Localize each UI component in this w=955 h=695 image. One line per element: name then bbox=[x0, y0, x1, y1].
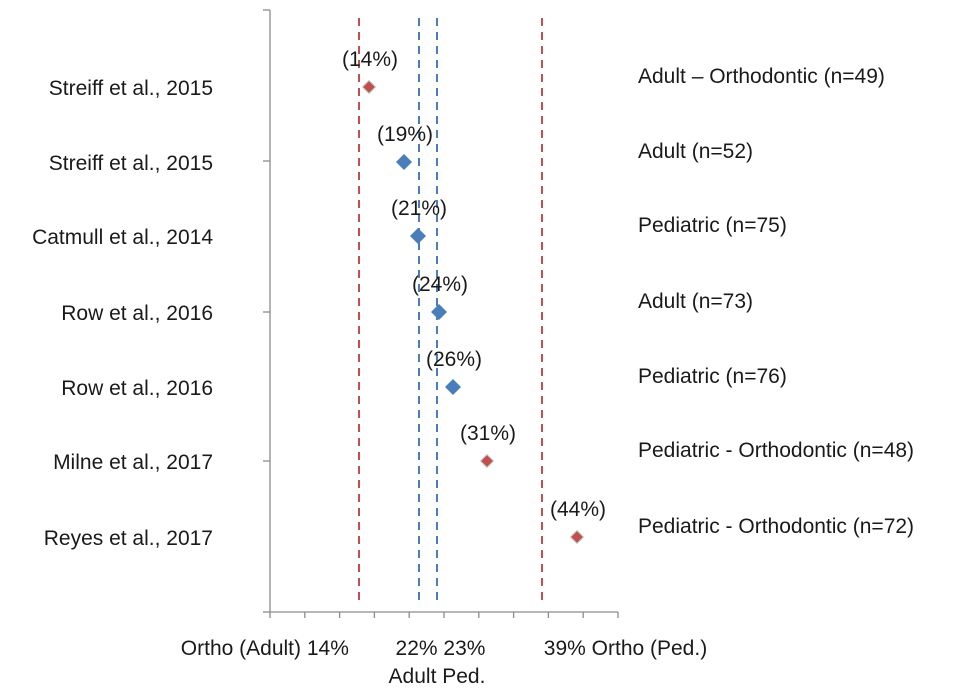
study-label: Streiff et al., 2015 bbox=[49, 152, 213, 175]
study-label: Reyes et al., 2017 bbox=[44, 527, 213, 550]
data-point-label: (21%) bbox=[391, 197, 447, 220]
data-point-marker bbox=[410, 228, 426, 244]
data-points bbox=[361, 79, 585, 545]
data-point-label: (44%) bbox=[550, 498, 606, 521]
axes bbox=[263, 9, 619, 618]
study-label: Streiff et al., 2015 bbox=[49, 77, 213, 100]
data-point-marker bbox=[479, 453, 495, 469]
data-point-marker bbox=[569, 529, 585, 545]
reference-lines bbox=[358, 18, 543, 606]
data-point-label: (24%) bbox=[412, 273, 468, 296]
data-point-label: (31%) bbox=[460, 422, 516, 445]
x-axis-label-line2: Adult Ped. bbox=[389, 665, 486, 688]
group-label: Pediatric (n=76) bbox=[638, 365, 787, 388]
data-point-marker bbox=[445, 379, 461, 395]
labels: (14%) Streiff et al., 2015 Adult – Orthodo… bbox=[32, 48, 914, 550]
data-point-marker bbox=[431, 304, 447, 320]
group-label: Pediatric (n=75) bbox=[638, 214, 787, 237]
data-point-label: (14%) bbox=[342, 48, 398, 71]
group-label: Pediatric - Orthodontic (n=72) bbox=[638, 515, 914, 538]
study-label: Catmull et al., 2014 bbox=[32, 226, 213, 249]
data-point-label: (26%) bbox=[426, 348, 482, 371]
study-label: Row et al., 2016 bbox=[61, 377, 213, 400]
data-point-marker bbox=[361, 79, 377, 95]
data-point-marker bbox=[396, 154, 412, 170]
group-label: Adult – Orthodontic (n=49) bbox=[638, 65, 885, 88]
group-label: Adult (n=52) bbox=[638, 140, 753, 163]
study-label: Milne et al., 2017 bbox=[53, 451, 213, 474]
x-axis-label-line1: Ortho (Adult) 14% 22% 23% 39% Ortho (Ped… bbox=[181, 637, 707, 660]
study-label: Row et al., 2016 bbox=[61, 302, 213, 325]
group-label: Pediatric - Orthodontic (n=48) bbox=[638, 439, 914, 462]
data-point-label: (19%) bbox=[377, 123, 433, 146]
group-label: Adult (n=73) bbox=[638, 290, 753, 313]
